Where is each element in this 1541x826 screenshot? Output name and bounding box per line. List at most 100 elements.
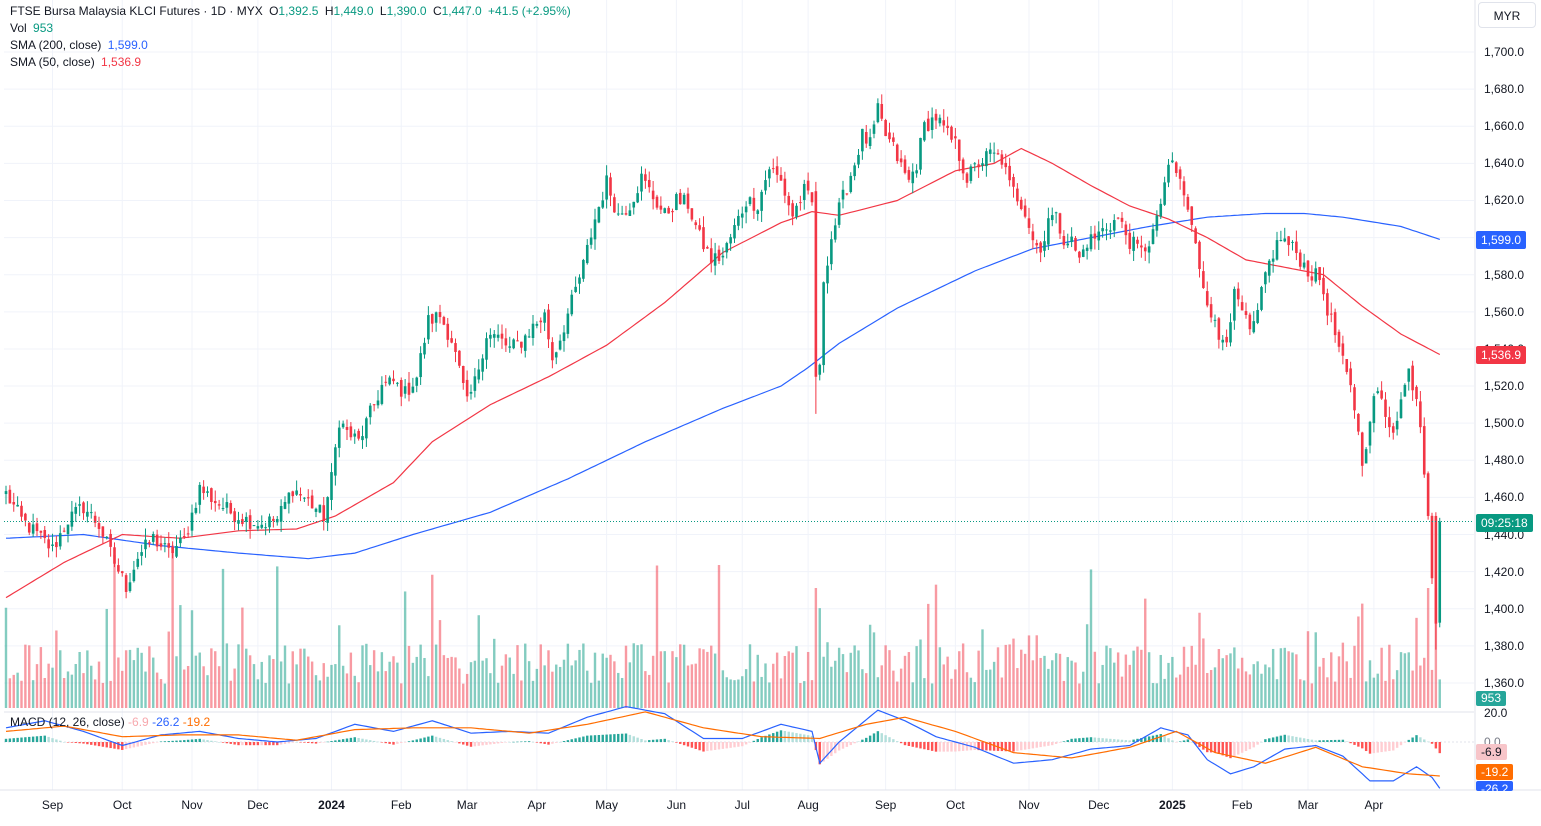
- macd-histogram-bar: [489, 742, 492, 745]
- macd-histogram-bar: [1330, 740, 1333, 742]
- macd-histogram-bar: [159, 741, 163, 742]
- macd-histogram-bar: [861, 739, 864, 742]
- macd-legend[interactable]: MACD (12, 26, close) -6.9 -26.2 -19.2: [10, 715, 210, 729]
- currency-button[interactable]: MYR: [1478, 2, 1536, 28]
- candles: [4, 94, 1442, 650]
- candle-body: [89, 512, 93, 514]
- candle-body: [609, 177, 612, 196]
- macd-histogram-bar: [531, 741, 535, 743]
- symbol-legend[interactable]: FTSE Bursa Malaysia KLCI Futures · 1D · …: [10, 3, 574, 20]
- candle-body: [1298, 252, 1302, 267]
- volume-bar: [965, 672, 969, 708]
- candle-body: [892, 137, 895, 142]
- volume-bar: [1314, 632, 1317, 708]
- candle-body: [1209, 304, 1213, 318]
- volume-bar: [1062, 680, 1066, 708]
- candle-body: [303, 497, 306, 499]
- candle-body: [1275, 240, 1279, 260]
- macd-histogram-bar: [872, 733, 876, 742]
- candle-body: [1283, 238, 1287, 242]
- macd-histogram-bar: [1062, 741, 1066, 742]
- sma50-legend[interactable]: SMA (50, close) 1,536.9: [10, 54, 144, 71]
- sma200-legend[interactable]: SMA (200, close) 1,599.0: [10, 37, 151, 54]
- candle-body: [725, 243, 729, 253]
- candle-body: [1407, 368, 1411, 382]
- volume-bar: [481, 660, 484, 708]
- candle-body: [299, 493, 302, 496]
- candle-body: [1345, 359, 1349, 372]
- volume-bar: [1097, 683, 1100, 708]
- volume-bar: [915, 646, 918, 708]
- macd-histogram-bar: [617, 733, 620, 742]
- volume-legend[interactable]: Vol 953: [10, 20, 56, 37]
- macd-histogram-bar: [543, 742, 546, 744]
- candle-body: [148, 542, 151, 544]
- volume-bar: [1066, 657, 1069, 708]
- volume-bar: [349, 652, 353, 708]
- macd-histogram-bar: [90, 742, 93, 745]
- macd-histogram-bar: [171, 740, 174, 742]
- macd-histogram-bar: [8, 738, 12, 742]
- candle-body: [287, 492, 291, 504]
- candle-body: [310, 495, 314, 509]
- macd-histogram-bar: [179, 740, 182, 742]
- volume-bar: [1008, 644, 1011, 708]
- macd-histogram-bar: [628, 734, 632, 742]
- volume-bar: [1295, 654, 1298, 708]
- macd-histogram-bar: [283, 742, 287, 744]
- candle-body: [361, 436, 364, 441]
- candle-body: [698, 225, 701, 230]
- candle-body: [1140, 245, 1143, 248]
- volume-bar: [818, 608, 821, 708]
- volume-bar: [1023, 653, 1027, 708]
- volume-bar: [434, 644, 438, 708]
- macd-histogram-bar: [1388, 742, 1391, 752]
- volume-bar: [1144, 598, 1147, 708]
- volume-bar: [593, 652, 597, 708]
- macd-histogram-bar: [500, 742, 504, 743]
- macd-histogram-bar: [1078, 738, 1081, 742]
- volume-bar: [981, 629, 984, 708]
- candle-body: [1151, 229, 1155, 244]
- candle-body: [1252, 321, 1256, 333]
- volume-bar: [717, 565, 721, 708]
- macd-histogram-bar: [1167, 738, 1170, 742]
- candle-body: [558, 340, 562, 350]
- candle-body: [1128, 232, 1132, 249]
- macd-histogram-bar: [741, 742, 744, 747]
- volume-bar: [388, 661, 391, 708]
- candle-body: [605, 175, 608, 200]
- candle-body: [1101, 228, 1104, 232]
- candle-body: [539, 320, 543, 323]
- candle-body: [504, 338, 508, 346]
- candle-body: [485, 338, 488, 360]
- candle-body: [1050, 215, 1054, 221]
- candle-body: [496, 334, 500, 338]
- candle-body: [520, 341, 523, 348]
- candle-body: [620, 213, 624, 215]
- macd-histogram-bar: [365, 739, 368, 742]
- low-label: L: [379, 4, 387, 18]
- candle-body: [47, 539, 50, 549]
- candle-body: [306, 497, 310, 499]
- macd-histogram-bar: [686, 742, 690, 747]
- candle-body: [833, 225, 837, 240]
- candle-body: [1004, 162, 1008, 168]
- candle-body: [1302, 262, 1306, 268]
- candle-body: [1190, 206, 1194, 225]
- volume-bar: [1039, 657, 1042, 708]
- candle-body: [1233, 288, 1236, 321]
- volume-bar: [1043, 655, 1046, 708]
- macd-histogram-bar: [1128, 740, 1131, 742]
- volume-bar: [682, 644, 686, 708]
- macd-histogram-bar: [155, 742, 159, 743]
- volume-bar: [589, 682, 593, 708]
- candle-body: [233, 511, 236, 523]
- macd-histogram-bar: [768, 734, 771, 742]
- candle-body: [566, 313, 570, 334]
- macd-histogram-bar: [39, 735, 43, 742]
- volume-bar: [225, 643, 229, 708]
- macd-histogram-bar: [903, 742, 907, 746]
- candle-body: [1027, 218, 1031, 228]
